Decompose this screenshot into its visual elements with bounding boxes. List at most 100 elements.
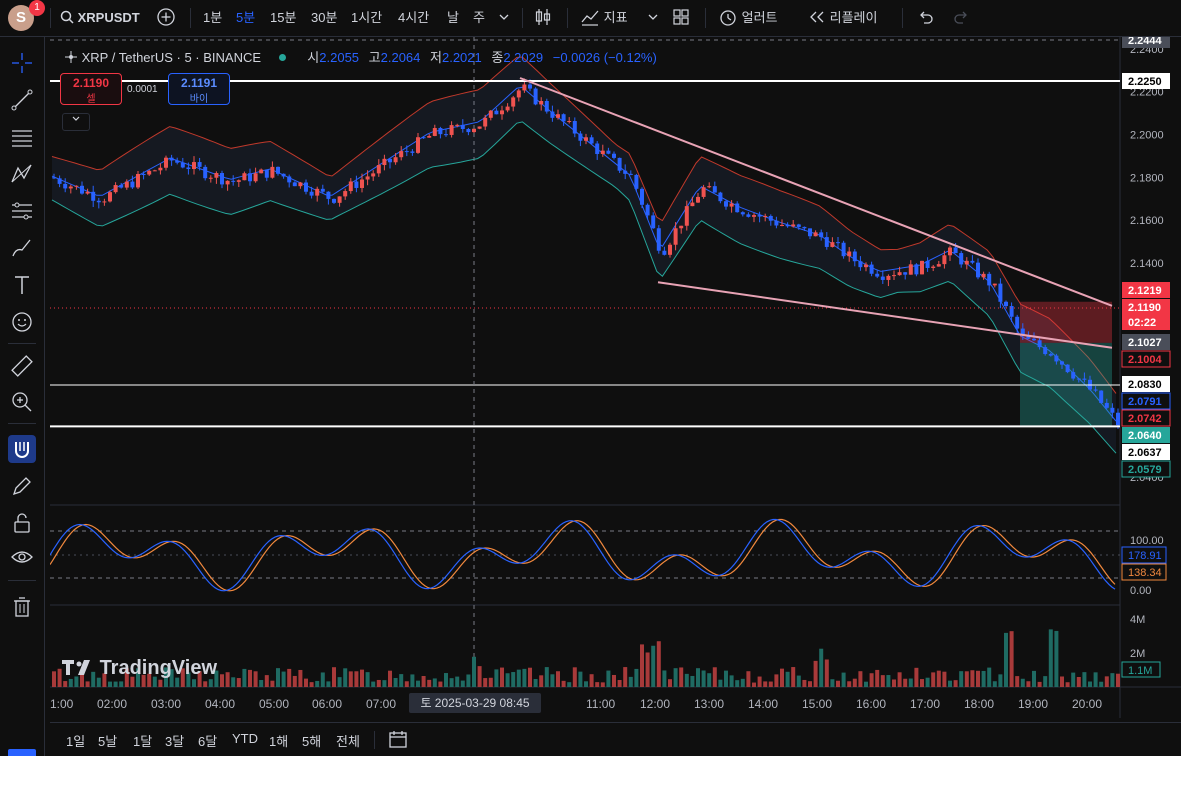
interval-week[interactable]: 주 [473, 10, 485, 25]
undo-button[interactable] [916, 7, 934, 29]
horizontal-lines-tool[interactable] [8, 123, 36, 151]
goto-date-button[interactable] [387, 728, 409, 755]
interval-dropdown[interactable] [498, 7, 510, 29]
range-1y[interactable]: 1해 [269, 734, 289, 749]
volume-bar [511, 672, 516, 687]
stay-in-drawing-tool[interactable] [8, 472, 36, 500]
alert-label: 얼러트 [741, 10, 778, 25]
price-axis-label-box [1122, 282, 1170, 298]
candle-body [455, 124, 460, 126]
range-3m[interactable]: 3달 [165, 734, 185, 749]
range-5y[interactable]: 5해 [302, 734, 322, 749]
trendline-tool[interactable] [8, 86, 36, 114]
volume-bar [724, 670, 728, 687]
volume-bar [449, 678, 454, 687]
replay-button[interactable]: 리플레이 [808, 7, 877, 29]
candle-body [158, 167, 163, 171]
price-axis-label-box [1121, 460, 1171, 478]
buy-button[interactable]: 2.1191 바이 [168, 73, 230, 105]
volume-bar [309, 682, 314, 687]
range-6m[interactable]: 6달 [198, 734, 218, 749]
range-1m[interactable]: 1달 [133, 734, 153, 749]
collapse-legend-button[interactable] [62, 113, 90, 131]
remove-drawings-tool[interactable] [8, 593, 36, 621]
volume-bar [886, 675, 891, 687]
lock-drawings-tool[interactable] [8, 509, 36, 537]
magnet-tool[interactable] [8, 435, 36, 463]
price-axis-label: 2.0579 [1128, 464, 1162, 476]
candle-body [796, 224, 801, 227]
candle-body [376, 165, 381, 174]
hide-legend-icon[interactable] [64, 50, 78, 64]
volume-bar [220, 674, 224, 687]
interval-day[interactable]: 날 [447, 10, 459, 25]
candle-body [640, 188, 644, 205]
candle-body [343, 191, 348, 197]
interval-15m[interactable]: 15분 [270, 10, 297, 25]
candle-body [57, 178, 62, 184]
interval-5m[interactable]: 5분 [236, 10, 256, 25]
pattern-tool[interactable] [8, 160, 36, 188]
volume-bar [897, 672, 902, 687]
volume-bar [550, 674, 555, 687]
redo-button[interactable] [953, 7, 971, 29]
candle-body [707, 186, 712, 188]
layouts-button[interactable] [672, 7, 690, 29]
candle-body [606, 150, 611, 154]
zoom-tool[interactable] [8, 388, 36, 416]
candle-body [998, 283, 1003, 302]
measure-tool[interactable] [8, 352, 36, 380]
tradingview-logo[interactable]: TradingView [62, 657, 217, 680]
volume-bar [1088, 681, 1092, 687]
time-axis-tick: 14:00 [748, 697, 778, 711]
candle-body [869, 264, 874, 274]
volume-bar [567, 682, 572, 687]
volume-bar [483, 678, 488, 687]
volume-bar [970, 670, 975, 687]
volume-bar [1054, 630, 1059, 687]
symbol-search-button[interactable]: XRPUSDT [60, 7, 140, 29]
volume-bar [858, 671, 863, 687]
add-symbol-button[interactable] [156, 7, 176, 29]
alert-button[interactable]: 얼러트 [718, 7, 778, 29]
price-chart[interactable]: 2.24002.22002.20002.18002.16002.14002.04… [50, 37, 1181, 718]
interval-1h[interactable]: 1시간 [351, 10, 383, 25]
price-axis-label: 2.0637 [1128, 447, 1162, 459]
volume-bar [690, 675, 695, 687]
range-5d[interactable]: 5날 [98, 734, 118, 749]
interval-4h[interactable]: 4시간 [398, 10, 430, 25]
candle-body [712, 186, 717, 193]
emoji-tool[interactable] [8, 308, 36, 336]
price-axis-label: 2.0640 [1128, 430, 1162, 442]
chart-legend: XRP / TetherUS · 5 · BINANCE 시2.2055 고2.… [64, 47, 657, 66]
candle-body [858, 261, 863, 268]
interval-1m[interactable]: 1분 [203, 10, 223, 25]
ruler-icon [11, 355, 33, 377]
forecast-tool[interactable] [8, 197, 36, 225]
sell-button[interactable]: 2.1190 셀 [60, 73, 122, 105]
candle-body [1026, 335, 1031, 339]
volume-bar [494, 669, 499, 687]
time-axis-tick: 19:00 [1018, 697, 1048, 711]
candle-body [1099, 390, 1104, 403]
range-ytd[interactable]: YTD [232, 731, 258, 746]
chart-area[interactable]: 2.2400 2.2200 2.2000 2.1800 2.1600 2.1400 2.04… [50, 37, 1181, 718]
indicators-button[interactable]: 지표 [580, 7, 628, 29]
brush-tool[interactable] [8, 234, 36, 262]
interval-30m[interactable]: 30분 [311, 10, 338, 25]
candle-body [225, 180, 230, 185]
object-tree-toggle[interactable] [8, 749, 36, 756]
range-1d[interactable]: 1일 [66, 734, 86, 749]
candle-body [1015, 316, 1020, 329]
hide-drawings-tool[interactable] [8, 543, 36, 571]
symbol-title[interactable]: XRP / TetherUS · 5 · BINANCE [81, 50, 262, 65]
range-all[interactable]: 전체 [336, 734, 360, 749]
text-tool[interactable] [8, 271, 36, 299]
volume-bar [164, 667, 168, 687]
crosshair-tool[interactable] [8, 49, 36, 77]
volume-bar [589, 674, 594, 687]
candle-body [169, 157, 174, 161]
indicators-dropdown[interactable] [647, 7, 659, 29]
chart-type-button[interactable] [533, 7, 553, 29]
candle-body [466, 128, 471, 133]
